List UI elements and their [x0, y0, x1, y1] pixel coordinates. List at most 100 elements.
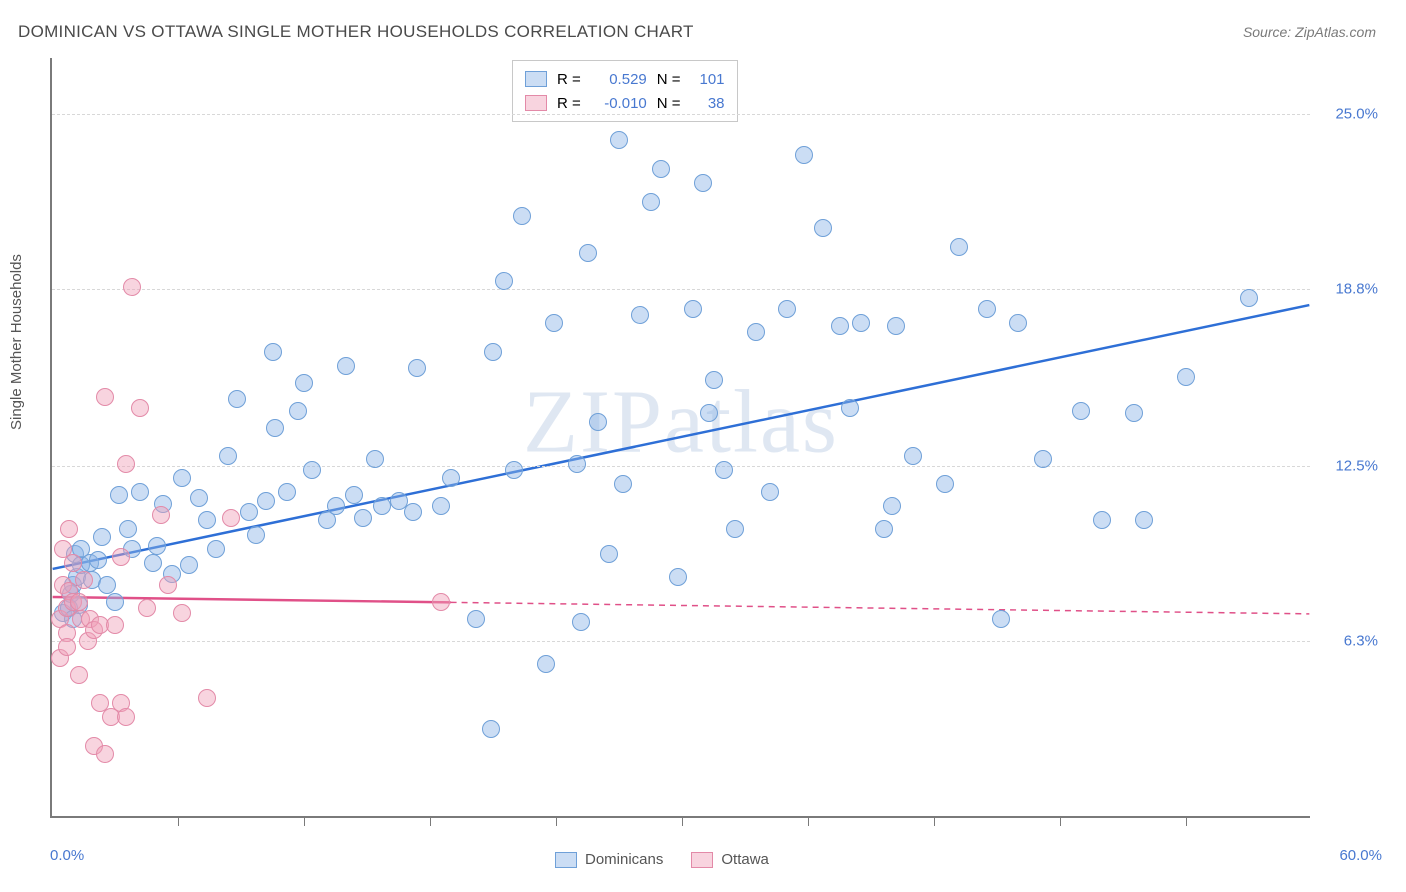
data-point	[875, 520, 893, 538]
data-point	[70, 666, 88, 684]
data-point	[240, 503, 258, 521]
data-point	[589, 413, 607, 431]
gridline-h	[52, 466, 1310, 467]
data-point	[266, 419, 284, 437]
swatch-ottawa	[525, 95, 547, 111]
data-point	[1177, 368, 1195, 386]
data-point	[694, 174, 712, 192]
legend-row-1: R = 0.529 N = 101	[525, 67, 725, 91]
data-point	[119, 520, 137, 538]
data-point	[131, 399, 149, 417]
source-label: Source: ZipAtlas.com	[1243, 24, 1376, 40]
x-tick	[178, 816, 179, 826]
data-point	[705, 371, 723, 389]
data-point	[568, 455, 586, 473]
data-point	[432, 593, 450, 611]
data-point	[795, 146, 813, 164]
gridline-h	[52, 289, 1310, 290]
x-tick	[304, 816, 305, 826]
data-point	[495, 272, 513, 290]
trend-lines	[52, 58, 1310, 816]
y-tick-label: 18.8%	[1335, 280, 1378, 297]
data-point	[852, 314, 870, 332]
data-point	[904, 447, 922, 465]
n-label: N =	[657, 71, 681, 88]
data-point	[257, 492, 275, 510]
data-point	[442, 469, 460, 487]
legend-series: Dominicans Ottawa	[555, 851, 769, 868]
swatch-dominicans	[525, 71, 547, 87]
x-tick	[682, 816, 683, 826]
data-point	[841, 399, 859, 417]
data-point	[138, 599, 156, 617]
data-point	[98, 576, 116, 594]
data-point	[198, 511, 216, 529]
data-point	[117, 455, 135, 473]
data-point	[112, 548, 130, 566]
data-point	[180, 556, 198, 574]
data-point	[106, 593, 124, 611]
legend-stats: R = 0.529 N = 101 R = -0.010 N = 38	[512, 60, 738, 122]
data-point	[354, 509, 372, 527]
data-point	[60, 520, 78, 538]
data-point	[992, 610, 1010, 628]
data-point	[159, 576, 177, 594]
data-point	[96, 388, 114, 406]
data-point	[936, 475, 954, 493]
data-point	[198, 689, 216, 707]
data-point	[761, 483, 779, 501]
data-point	[652, 160, 670, 178]
data-point	[64, 554, 82, 572]
data-point	[264, 343, 282, 361]
data-point	[631, 306, 649, 324]
data-point	[1240, 289, 1258, 307]
n-label: N =	[657, 95, 681, 112]
data-point	[373, 497, 391, 515]
y-tick-label: 6.3%	[1344, 632, 1378, 649]
data-point	[684, 300, 702, 318]
data-point	[89, 551, 107, 569]
data-point	[278, 483, 296, 501]
legend-row-2: R = -0.010 N = 38	[525, 91, 725, 115]
data-point	[131, 483, 149, 501]
data-point	[614, 475, 632, 493]
chart-title: DOMINICAN VS OTTAWA SINGLE MOTHER HOUSEH…	[18, 22, 694, 42]
y-tick-label: 25.0%	[1335, 106, 1378, 123]
data-point	[152, 506, 170, 524]
y-tick-label: 12.5%	[1335, 458, 1378, 475]
data-point	[117, 708, 135, 726]
r-value-1: 0.529	[591, 71, 647, 88]
data-point	[887, 317, 905, 335]
data-point	[190, 489, 208, 507]
r-label: R =	[557, 95, 581, 112]
legend-label-ottawa: Ottawa	[721, 851, 769, 868]
data-point	[303, 461, 321, 479]
swatch-dominicans-icon	[555, 852, 577, 868]
y-axis-label: Single Mother Households	[8, 254, 25, 430]
data-point	[366, 450, 384, 468]
data-point	[545, 314, 563, 332]
gridline-h	[52, 114, 1310, 115]
data-point	[93, 528, 111, 546]
x-min-label: 0.0%	[50, 847, 84, 864]
data-point	[572, 613, 590, 631]
x-tick	[1060, 816, 1061, 826]
data-point	[222, 509, 240, 527]
data-point	[726, 520, 744, 538]
data-point	[1009, 314, 1027, 332]
gridline-h	[52, 641, 1310, 642]
n-value-2: 38	[691, 95, 725, 112]
data-point	[669, 568, 687, 586]
data-point	[1034, 450, 1052, 468]
x-tick	[556, 816, 557, 826]
r-label: R =	[557, 71, 581, 88]
data-point	[513, 207, 531, 225]
data-point	[173, 469, 191, 487]
data-point	[642, 193, 660, 211]
data-point	[58, 638, 76, 656]
data-point	[600, 545, 618, 563]
data-point	[228, 390, 246, 408]
swatch-ottawa-icon	[691, 852, 713, 868]
data-point	[537, 655, 555, 673]
data-point	[337, 357, 355, 375]
